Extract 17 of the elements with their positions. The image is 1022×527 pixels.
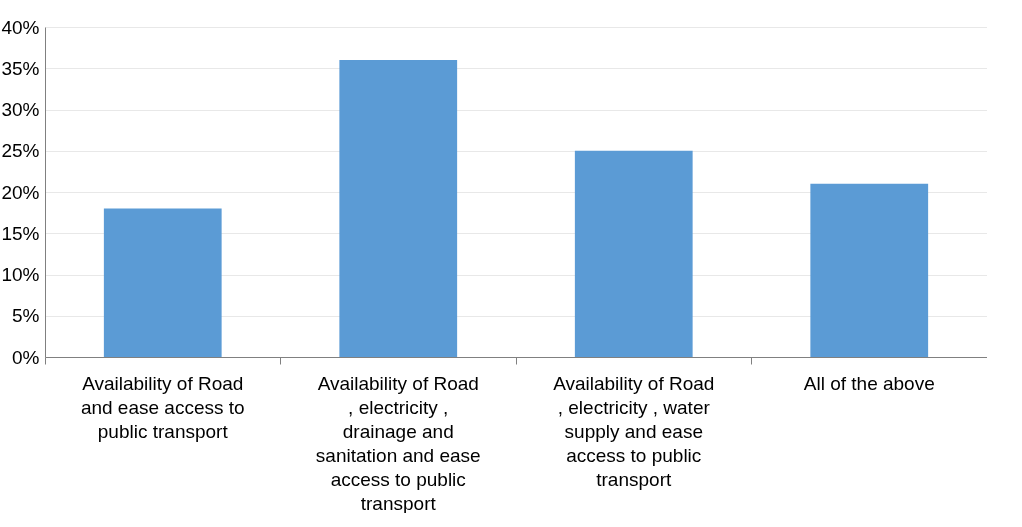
- x-tick-label: All of the above: [803, 372, 935, 394]
- x-tick-label: Availability of Road , electricity , drainage and sanitation and ease access to public transport: [315, 372, 481, 514]
- y-tick-label: 35%: [1, 57, 40, 79]
- bar: [339, 60, 458, 357]
- y-tick-label: 25%: [1, 140, 40, 162]
- bar: [574, 150, 693, 357]
- bar: [810, 183, 929, 357]
- y-tick-label: 30%: [1, 99, 40, 120]
- y-tick-label: 40%: [1, 16, 40, 38]
- y-tick-label: 10%: [1, 264, 40, 285]
- y-tick-label: 20%: [1, 181, 40, 203]
- y-tick-label: 5%: [12, 305, 40, 327]
- x-tick-label: Availability of Road and ease access to public transport: [80, 372, 245, 442]
- bar: [103, 208, 222, 357]
- y-tick-label: 15%: [1, 222, 40, 244]
- x-tick-label: Availability of Road , electricity , water supply and ease access to public transport: [553, 372, 715, 490]
- y-tick-label: 0%: [12, 346, 40, 368]
